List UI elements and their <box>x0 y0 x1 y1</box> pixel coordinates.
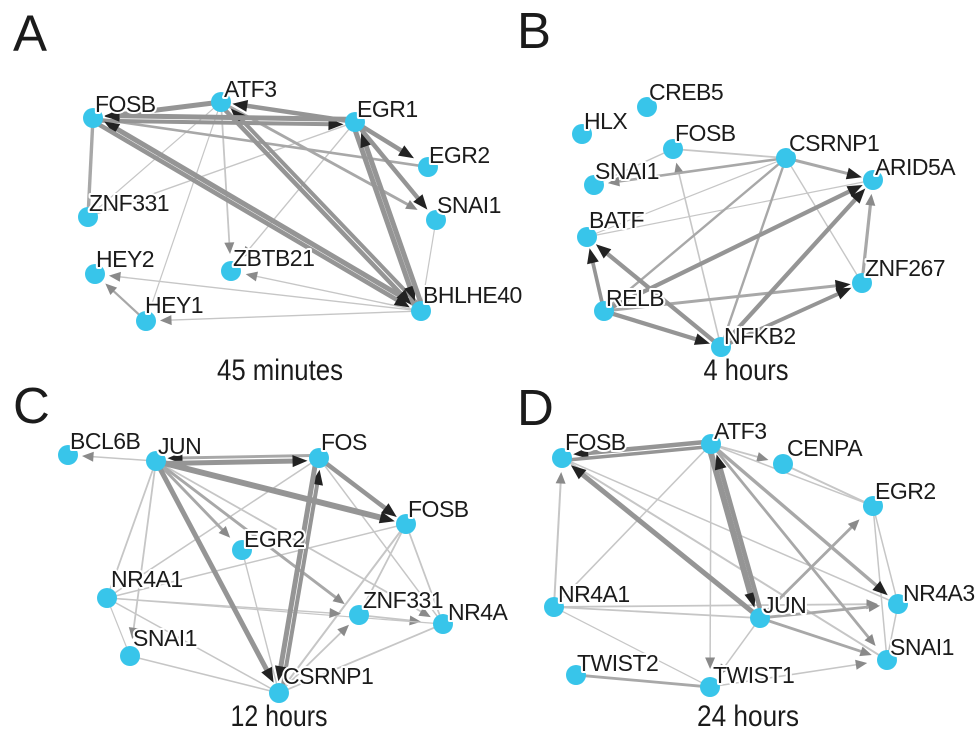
svg-text:JUN: JUN <box>158 433 201 459</box>
svg-text:FOSB: FOSB <box>95 91 156 117</box>
svg-text:NFKB2: NFKB2 <box>724 323 796 349</box>
svg-text:C: C <box>13 377 50 434</box>
svg-text:BCL6B: BCL6B <box>70 428 141 454</box>
svg-text:SNAI1: SNAI1 <box>595 158 659 184</box>
svg-text:SNAI1: SNAI1 <box>890 634 954 660</box>
svg-text:EGR2: EGR2 <box>429 142 490 168</box>
svg-text:HEY1: HEY1 <box>145 292 203 318</box>
svg-text:45 minutes: 45 minutes <box>217 354 343 387</box>
svg-text:24 hours: 24 hours <box>697 700 799 733</box>
svg-text:JUN: JUN <box>763 592 806 618</box>
svg-text:ARID5A: ARID5A <box>875 154 956 180</box>
svg-text:A: A <box>13 5 47 62</box>
svg-text:CREB5: CREB5 <box>649 79 723 105</box>
svg-text:EGR1: EGR1 <box>357 96 418 122</box>
svg-text:B: B <box>517 2 551 59</box>
svg-text:EGR2: EGR2 <box>244 526 305 552</box>
svg-text:FOSB: FOSB <box>565 429 626 455</box>
svg-text:CENPA: CENPA <box>787 435 863 461</box>
svg-text:4 hours: 4 hours <box>704 354 789 387</box>
svg-text:BATF: BATF <box>589 207 645 233</box>
svg-text:HEY2: HEY2 <box>96 246 154 272</box>
svg-text:HLX: HLX <box>584 108 627 134</box>
svg-text:SNAI1: SNAI1 <box>133 625 197 651</box>
svg-text:ZNF267: ZNF267 <box>865 255 945 281</box>
svg-text:CSRNP1: CSRNP1 <box>789 130 879 156</box>
svg-text:EGR2: EGR2 <box>875 478 936 504</box>
svg-text:CSRNP1: CSRNP1 <box>283 663 373 689</box>
svg-text:NR4A1: NR4A1 <box>558 581 630 607</box>
svg-text:TWIST2: TWIST2 <box>577 650 658 676</box>
svg-text:FOS: FOS <box>321 429 367 455</box>
svg-text:ATF3: ATF3 <box>224 76 277 102</box>
svg-text:ZNF331: ZNF331 <box>89 190 169 216</box>
svg-text:NR4A3: NR4A3 <box>903 580 975 606</box>
svg-text:BHLHE40: BHLHE40 <box>423 282 522 308</box>
svg-text:FOSB: FOSB <box>408 496 469 522</box>
svg-text:RELB: RELB <box>606 285 664 311</box>
svg-text:D: D <box>517 379 554 436</box>
svg-text:NR4A1: NR4A1 <box>111 566 183 592</box>
svg-text:12 hours: 12 hours <box>231 700 328 733</box>
svg-text:FOSB: FOSB <box>675 120 736 146</box>
svg-text:ATF3: ATF3 <box>714 418 767 444</box>
svg-text:SNAI1: SNAI1 <box>437 192 501 218</box>
svg-text:ZNF331: ZNF331 <box>363 587 443 613</box>
svg-text:NR4A: NR4A <box>448 599 509 625</box>
svg-text:TWIST1: TWIST1 <box>713 662 794 688</box>
svg-text:ZBTB21: ZBTB21 <box>233 245 314 271</box>
